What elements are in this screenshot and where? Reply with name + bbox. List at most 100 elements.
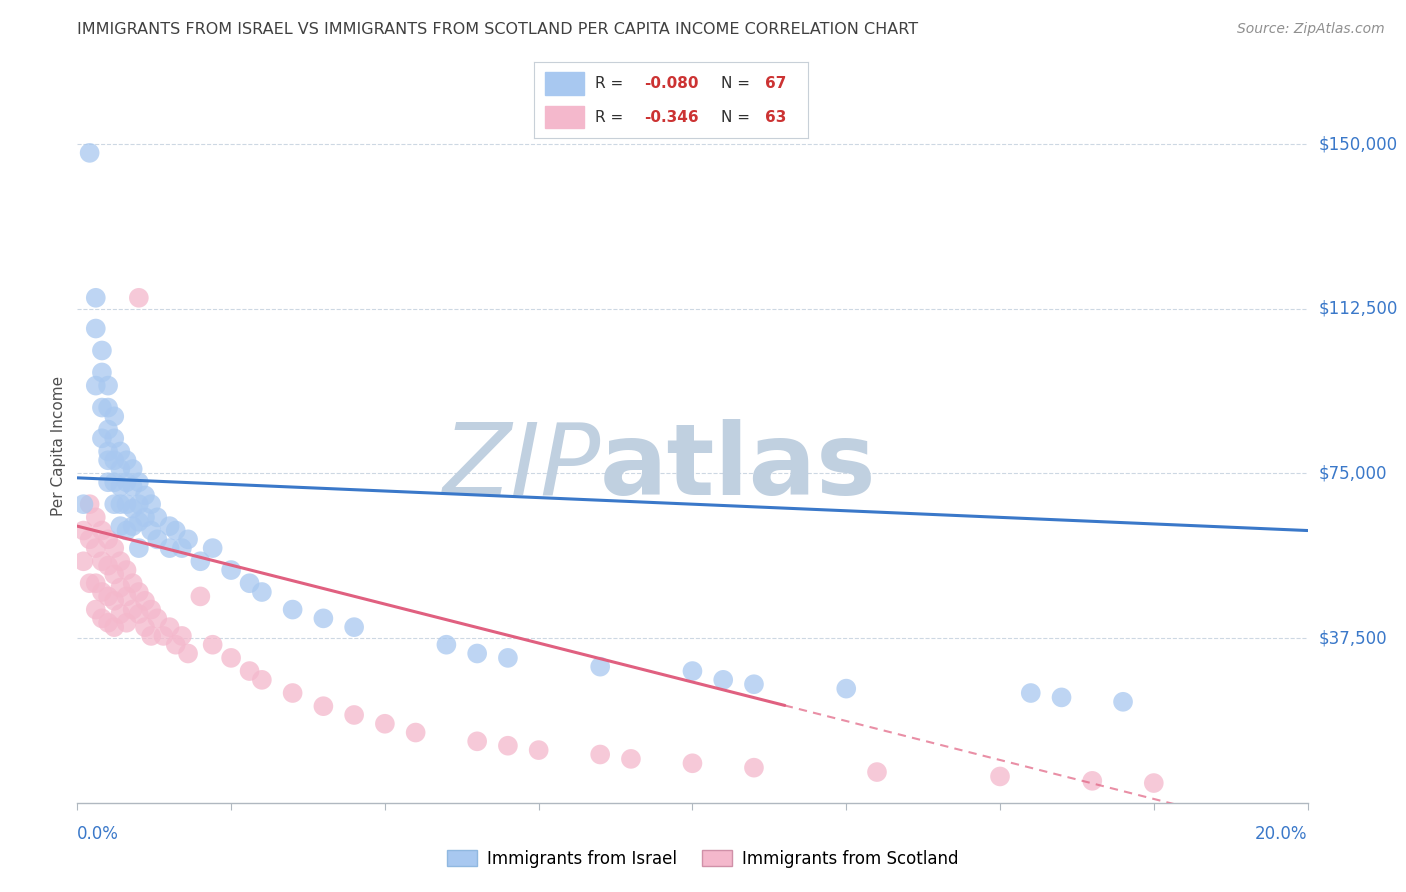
Point — [405, 725, 427, 739]
Point — [103, 453, 125, 467]
Point — [711, 673, 734, 687]
Point — [90, 343, 114, 358]
Point — [159, 519, 181, 533]
Point — [72, 524, 94, 538]
Text: N =: N = — [721, 76, 755, 91]
Point — [620, 752, 643, 766]
Text: IMMIGRANTS FROM ISRAEL VS IMMIGRANTS FROM SCOTLAND PER CAPITA INCOME CORRELATION: IMMIGRANTS FROM ISRAEL VS IMMIGRANTS FRO… — [77, 22, 918, 37]
Point — [250, 673, 273, 687]
Point — [128, 515, 150, 529]
Y-axis label: Per Capita Income: Per Capita Income — [51, 376, 66, 516]
Point — [496, 739, 519, 753]
Point — [128, 607, 150, 621]
Point — [177, 647, 200, 661]
Point — [988, 769, 1011, 783]
Point — [84, 510, 107, 524]
Point — [121, 602, 143, 616]
Point — [84, 321, 107, 335]
Legend: Immigrants from Israel, Immigrants from Scotland: Immigrants from Israel, Immigrants from … — [440, 844, 966, 875]
Point — [170, 541, 193, 555]
Point — [496, 651, 519, 665]
Point — [866, 765, 889, 780]
Text: $112,500: $112,500 — [1319, 300, 1398, 318]
Point — [121, 501, 143, 516]
Point — [219, 563, 242, 577]
Point — [134, 488, 156, 502]
Point — [115, 590, 138, 604]
Point — [1050, 690, 1073, 705]
Point — [682, 756, 704, 771]
Point — [128, 497, 150, 511]
Point — [141, 602, 163, 616]
Point — [103, 475, 125, 490]
Point — [343, 708, 366, 723]
Point — [115, 453, 138, 467]
Point — [742, 761, 765, 775]
Point — [1143, 776, 1166, 790]
Point — [79, 576, 101, 591]
Point — [159, 541, 181, 555]
Text: 67: 67 — [765, 76, 786, 91]
Point — [170, 629, 193, 643]
Point — [97, 533, 120, 547]
Point — [103, 409, 125, 424]
Point — [79, 497, 101, 511]
Point — [90, 401, 114, 415]
Point — [465, 734, 488, 748]
Text: R =: R = — [595, 110, 627, 125]
Point — [72, 497, 94, 511]
Point — [97, 423, 120, 437]
Point — [201, 541, 224, 555]
Point — [146, 510, 169, 524]
Point — [188, 554, 212, 568]
Point — [146, 533, 169, 547]
Point — [110, 519, 132, 533]
Text: ZIP: ZIP — [441, 419, 600, 516]
Point — [682, 664, 704, 678]
Point — [97, 401, 120, 415]
Point — [589, 747, 612, 762]
Point — [239, 576, 262, 591]
Point — [201, 638, 224, 652]
Point — [239, 664, 262, 678]
Point — [128, 541, 150, 555]
Point — [115, 563, 138, 577]
Point — [115, 497, 138, 511]
Point — [374, 716, 396, 731]
Point — [90, 554, 114, 568]
Bar — [546, 72, 583, 95]
Point — [589, 659, 612, 673]
Point — [97, 615, 120, 630]
Point — [84, 291, 107, 305]
Point — [84, 541, 107, 555]
Point — [121, 480, 143, 494]
Point — [97, 453, 120, 467]
Point — [465, 647, 488, 661]
Point — [79, 533, 101, 547]
Text: N =: N = — [721, 110, 755, 125]
Point — [110, 462, 132, 476]
Point — [188, 590, 212, 604]
Point — [90, 524, 114, 538]
Text: -0.080: -0.080 — [644, 76, 699, 91]
Bar — [546, 105, 583, 128]
Point — [165, 524, 187, 538]
Point — [110, 497, 132, 511]
Text: $75,000: $75,000 — [1319, 465, 1388, 483]
Point — [436, 638, 458, 652]
Text: 63: 63 — [765, 110, 786, 125]
Point — [103, 620, 125, 634]
Point — [103, 431, 125, 445]
Point — [128, 475, 150, 490]
Text: Source: ZipAtlas.com: Source: ZipAtlas.com — [1237, 22, 1385, 37]
Point — [90, 366, 114, 380]
Point — [97, 475, 120, 490]
Point — [115, 615, 138, 630]
Point — [115, 524, 138, 538]
Point — [281, 602, 304, 616]
Point — [1019, 686, 1042, 700]
Point — [110, 444, 132, 458]
Point — [527, 743, 550, 757]
Point — [97, 590, 120, 604]
Point — [312, 611, 335, 625]
